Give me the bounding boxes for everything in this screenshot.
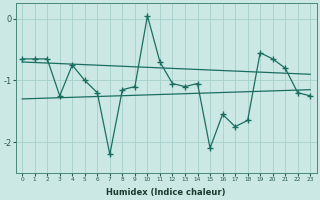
X-axis label: Humidex (Indice chaleur): Humidex (Indice chaleur) xyxy=(107,188,226,197)
